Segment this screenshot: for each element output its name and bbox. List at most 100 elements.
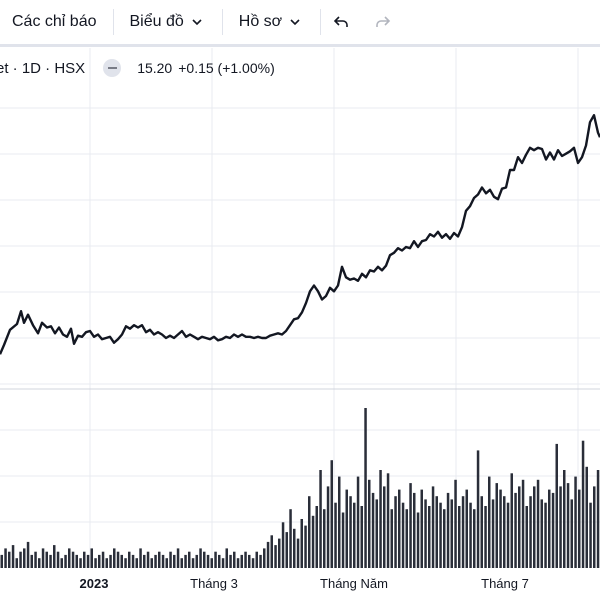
chart-menu-button[interactable]: Biểu đồ	[130, 0, 204, 44]
volume-bar	[319, 470, 322, 568]
volume-bar	[525, 506, 528, 568]
volume-bar	[548, 489, 551, 568]
volume-bar	[173, 554, 176, 568]
x-tick-label: 2023	[80, 576, 109, 591]
volume-bar	[458, 506, 461, 568]
volume-bar	[143, 554, 146, 568]
minus-icon	[107, 67, 117, 69]
volume-bar	[30, 554, 33, 568]
volume-bar	[56, 551, 60, 568]
chart-grid	[0, 48, 600, 568]
volume-bar	[323, 509, 326, 568]
volume-bar	[86, 554, 90, 568]
volume-bar	[188, 551, 191, 568]
indicators-label: Các chỉ báo	[12, 13, 97, 30]
symbol-label[interactable]: et · 1D · HSX	[0, 59, 86, 77]
volume-bar	[259, 554, 262, 568]
volume-bar	[581, 440, 585, 568]
volume-bar	[0, 554, 3, 568]
volume-bar	[308, 496, 311, 568]
volume-bar	[199, 548, 202, 568]
volume-bar	[150, 558, 153, 568]
volume-bar	[570, 499, 573, 568]
volume-bar	[120, 554, 123, 568]
volume-bar	[431, 486, 435, 568]
undo-button[interactable]	[325, 6, 357, 38]
indicators-button[interactable]: Các chỉ báo	[12, 0, 97, 44]
volume-bar	[161, 554, 165, 568]
volume-bar	[270, 535, 273, 568]
volume-bar	[218, 554, 221, 568]
volume-bar	[349, 496, 352, 568]
volume-bar	[304, 525, 307, 568]
volume-bar	[371, 492, 375, 568]
volume-bar	[345, 489, 348, 568]
volume-bar	[409, 483, 412, 568]
redo-button[interactable]	[367, 6, 399, 38]
volume-bar	[75, 554, 78, 568]
volume-bar	[49, 554, 52, 568]
volume-bar	[105, 558, 108, 568]
redo-icon	[376, 16, 391, 27]
volume-bar	[521, 479, 525, 568]
volume-bar	[446, 492, 450, 568]
hide-series-toggle[interactable]	[103, 59, 122, 77]
volume-bar	[364, 408, 367, 568]
profile-menu-button[interactable]: Hồ sơ	[239, 0, 302, 44]
volume-bar	[184, 554, 187, 568]
volume-bar	[334, 502, 337, 568]
volume-bar	[386, 473, 390, 568]
undo-icon	[334, 16, 348, 27]
volume-bar	[341, 512, 345, 568]
volume-bar	[83, 551, 86, 568]
volume-bar	[566, 483, 570, 568]
volume-bar	[139, 548, 142, 568]
volume-bar	[585, 466, 588, 568]
volume-bar	[11, 545, 15, 568]
volume-bar	[146, 551, 150, 568]
x-axis-background	[0, 568, 600, 600]
volume-bar	[300, 519, 303, 568]
volume-bar	[176, 548, 180, 568]
volume-bar	[278, 538, 281, 568]
volume-bar	[154, 554, 157, 568]
volume-bar	[195, 554, 198, 568]
volume-bar	[499, 489, 502, 568]
volume-bar	[191, 558, 195, 568]
volume-bar	[506, 502, 510, 568]
volume-bar	[225, 548, 228, 568]
volume-bar	[356, 476, 360, 568]
toolbar-divider	[221, 9, 223, 35]
volume-bar	[131, 554, 135, 568]
volume-bar	[60, 558, 63, 568]
volume-bar	[495, 483, 498, 568]
x-tick-label: Tháng 3	[190, 576, 238, 591]
volume-bar	[533, 486, 536, 568]
volume-bar	[488, 476, 491, 568]
volume-bar	[79, 558, 82, 568]
top-toolbar: Các chỉ báo Biểu đồ Hồ sơ	[0, 0, 600, 44]
volume-bar	[518, 486, 521, 568]
x-tick-label: Tháng Năm	[320, 576, 388, 591]
volume-bar	[401, 502, 405, 568]
volume-bar	[510, 473, 513, 568]
volume-bar	[113, 548, 116, 568]
volume-bar	[180, 558, 183, 568]
volume-bar	[34, 551, 37, 568]
volume-bar	[338, 476, 341, 568]
volume-bar	[424, 499, 427, 568]
volume-bar	[555, 443, 558, 568]
volume-bar	[221, 558, 225, 568]
volume-bar	[41, 548, 45, 568]
chevron-down-icon	[192, 19, 202, 26]
volume-bar	[165, 558, 168, 568]
chevron-down-icon	[290, 19, 300, 26]
volume-bar	[439, 502, 442, 568]
volume-bar	[23, 548, 26, 568]
volume-bar	[206, 554, 210, 568]
volume-bar	[311, 515, 315, 568]
volume-bar	[158, 551, 161, 568]
volume-bar	[461, 496, 465, 568]
volume-bar	[379, 470, 382, 568]
